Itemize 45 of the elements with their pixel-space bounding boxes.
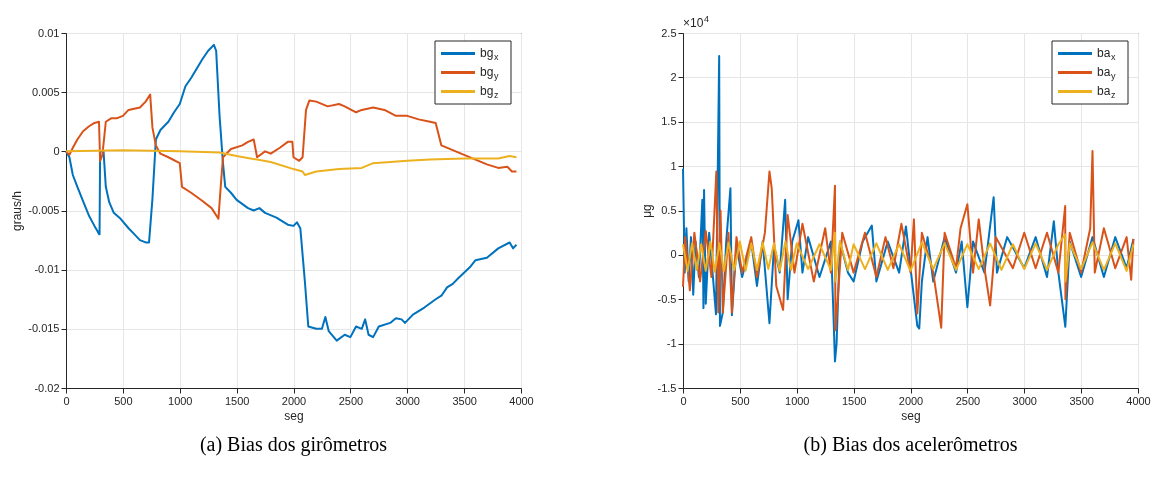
x-tick-label: 3000 bbox=[1012, 394, 1037, 407]
x-tick-label: 2500 bbox=[338, 394, 364, 407]
y-tick-label: -0.02 bbox=[34, 381, 60, 394]
x-tick-label: 2500 bbox=[955, 394, 981, 407]
x-tick-label: 1500 bbox=[841, 394, 867, 407]
x-tick-label: 0 bbox=[63, 394, 70, 407]
y-tick-label: 2.5 bbox=[661, 26, 677, 39]
line-series bbox=[682, 231, 1135, 283]
x-tick-label: 4000 bbox=[1126, 394, 1151, 407]
y-tick-label: 0.005 bbox=[31, 85, 60, 98]
y-tick-label: -0.015 bbox=[28, 322, 60, 335]
x-tick-label: 2000 bbox=[898, 394, 924, 407]
x-tick-label: 500 bbox=[114, 394, 133, 407]
y-tick-label: -0.5 bbox=[657, 292, 677, 305]
x-tick-label: 1000 bbox=[168, 394, 193, 407]
line-series bbox=[682, 150, 1135, 332]
x-tick-label: 1500 bbox=[224, 394, 250, 407]
x-tick-label: 2000 bbox=[281, 394, 307, 407]
y-tick-label: 0 bbox=[53, 144, 60, 157]
x-tick-label: 500 bbox=[731, 394, 750, 407]
y-axis-title: μg bbox=[639, 204, 654, 218]
y-tick-label: -1.5 bbox=[657, 381, 677, 394]
x-tick-label: 1000 bbox=[785, 394, 810, 407]
y-tick-label: 0.5 bbox=[661, 204, 677, 216]
y-tick-label: 2 bbox=[670, 70, 677, 83]
x-tick-label: 4000 bbox=[509, 394, 534, 407]
y-tick-label: 1.5 bbox=[661, 115, 677, 128]
line-series bbox=[682, 55, 1135, 363]
text: (a) Bias dos girômetros bbox=[199, 433, 388, 456]
x-tick-label: 0 bbox=[680, 394, 687, 407]
x-tick-label: 3500 bbox=[1069, 394, 1094, 407]
y-tick-label: 0.01 bbox=[38, 26, 60, 39]
x-axis-title: seg bbox=[284, 408, 304, 423]
x-axis-title: seg bbox=[901, 408, 921, 423]
line-series bbox=[65, 43, 518, 342]
x-tick-label: 3500 bbox=[452, 394, 477, 407]
line-series bbox=[65, 149, 518, 176]
x-tick-label: 3000 bbox=[395, 394, 420, 407]
y-tick-label: -1 bbox=[666, 337, 677, 350]
text: (b) Bias dos acelerômetros bbox=[803, 433, 1018, 456]
y-tick-label: -0.01 bbox=[34, 263, 60, 276]
y-tick-label: -0.005 bbox=[28, 204, 60, 216]
y-axis-title: graus/h bbox=[10, 190, 25, 232]
y-tick-label: 0 bbox=[670, 248, 677, 261]
y-tick-label: 1 bbox=[670, 159, 677, 172]
